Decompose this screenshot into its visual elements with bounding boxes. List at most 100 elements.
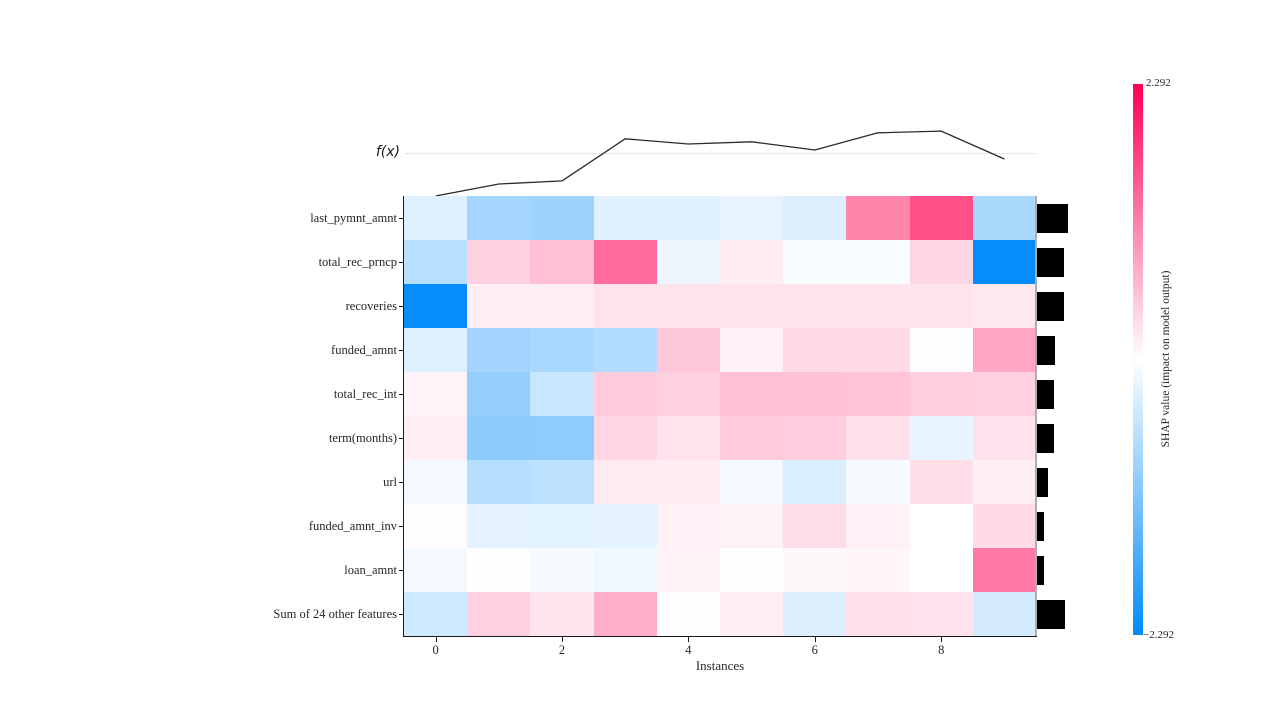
heatmap-cell <box>783 460 847 504</box>
heatmap-cell <box>530 548 594 592</box>
heatmap-cell <box>846 416 910 460</box>
heatmap-cell <box>593 548 657 592</box>
heatmap-cell <box>720 592 784 636</box>
fx-line-chart <box>435 130 1005 197</box>
heatmap-cell <box>593 372 657 416</box>
fx-line <box>435 130 1005 197</box>
heatmap-cell <box>783 328 847 372</box>
heatmap-cell <box>846 504 910 548</box>
heatmap-cell <box>593 284 657 328</box>
y-tick <box>399 218 403 219</box>
heatmap-cell <box>467 460 531 504</box>
y-tick <box>399 438 403 439</box>
feature-label: last_pymnt_amnt <box>310 211 397 225</box>
heatmap-cell <box>404 592 468 636</box>
importance-bar <box>1037 335 1056 365</box>
x-tick-label: 0 <box>432 643 439 657</box>
x-tick-label: 6 <box>811 643 818 657</box>
heatmap-cell <box>404 372 468 416</box>
heatmap-cell <box>404 196 468 240</box>
heatmap-cell <box>909 240 973 284</box>
importance-bar <box>1037 423 1055 453</box>
importance-bar <box>1037 203 1068 233</box>
heatmap-cell <box>656 372 720 416</box>
heatmap-cell <box>467 196 531 240</box>
y-tick <box>399 306 403 307</box>
x-axis-title: Instances <box>695 658 745 673</box>
feature-label: url <box>383 475 397 489</box>
feature-label: funded_amnt_inv <box>308 519 397 533</box>
y-tick <box>399 570 403 571</box>
heatmap-cell <box>720 416 784 460</box>
heatmap-cell <box>530 504 594 548</box>
x-tick <box>688 637 690 642</box>
heatmap-cell <box>467 416 531 460</box>
feature-label: term(months) <box>328 431 397 445</box>
heatmap-cell <box>909 372 973 416</box>
heatmap-cell <box>720 504 784 548</box>
heatmap-cell <box>783 372 847 416</box>
heatmap-cell <box>909 460 973 504</box>
heatmap-cell <box>467 372 531 416</box>
heatmap-cell <box>783 548 847 592</box>
heatmap-cell <box>656 592 720 636</box>
heatmap-cell <box>783 416 847 460</box>
heatmap-cell <box>972 196 1036 240</box>
heatmap-cell <box>404 504 468 548</box>
heatmap-cell <box>404 460 468 504</box>
heatmap-cell <box>467 548 531 592</box>
heatmap-cell <box>972 504 1036 548</box>
importance-bar <box>1037 555 1045 585</box>
heatmap-cell <box>846 196 910 240</box>
heatmap-cell <box>656 328 720 372</box>
heatmap-cell <box>467 504 531 548</box>
feature-label: loan_amnt <box>344 563 397 577</box>
x-tick-label: 4 <box>685 643 692 657</box>
heatmap-cell <box>593 416 657 460</box>
y-tick <box>399 350 403 351</box>
heatmap-cell <box>909 196 973 240</box>
heatmap-cell <box>404 548 468 592</box>
importance-bar <box>1037 379 1055 409</box>
heatmap-cell <box>656 196 720 240</box>
heatmap-cell <box>972 284 1036 328</box>
heatmap-cell <box>720 460 784 504</box>
heatmap-cell <box>593 240 657 284</box>
heatmap-cell <box>972 328 1036 372</box>
colorbar-max-label: 2.292 <box>1146 77 1171 89</box>
heatmap-cell <box>846 240 910 284</box>
x-tick <box>814 637 816 642</box>
heatmap-cell <box>593 504 657 548</box>
colorbar-min-label: −2.292 <box>1143 629 1174 641</box>
heatmap-cell <box>593 460 657 504</box>
heatmap-cell <box>593 196 657 240</box>
y-tick <box>399 262 403 263</box>
heatmap-cell <box>404 416 468 460</box>
heatmap-cell <box>909 592 973 636</box>
heatmap-cell <box>656 548 720 592</box>
x-axis-spine <box>403 636 1037 637</box>
fx-axis-label: f(x) <box>375 144 400 160</box>
heatmap-cell <box>530 592 594 636</box>
colorbar-gradient <box>1133 84 1143 635</box>
heatmap-cell <box>467 284 531 328</box>
heatmap-cell <box>467 328 531 372</box>
heatmap-cell <box>972 416 1036 460</box>
heatmap-cell <box>467 240 531 284</box>
heatmap-cell <box>530 460 594 504</box>
heatmap-cell <box>846 328 910 372</box>
heatmap-cell <box>404 284 468 328</box>
heatmap-cell <box>530 416 594 460</box>
heatmap-cell <box>909 504 973 548</box>
heatmap-cell <box>593 592 657 636</box>
y-tick <box>399 614 403 615</box>
heatmap-cell <box>846 460 910 504</box>
heatmap-cell <box>656 460 720 504</box>
x-tick-label: 8 <box>938 643 945 657</box>
heatmap-cell <box>909 284 973 328</box>
heatmap-cell <box>783 196 847 240</box>
feature-label: total_rec_prncp <box>318 255 397 269</box>
importance-bar <box>1037 291 1065 321</box>
heatmap-cell <box>656 284 720 328</box>
